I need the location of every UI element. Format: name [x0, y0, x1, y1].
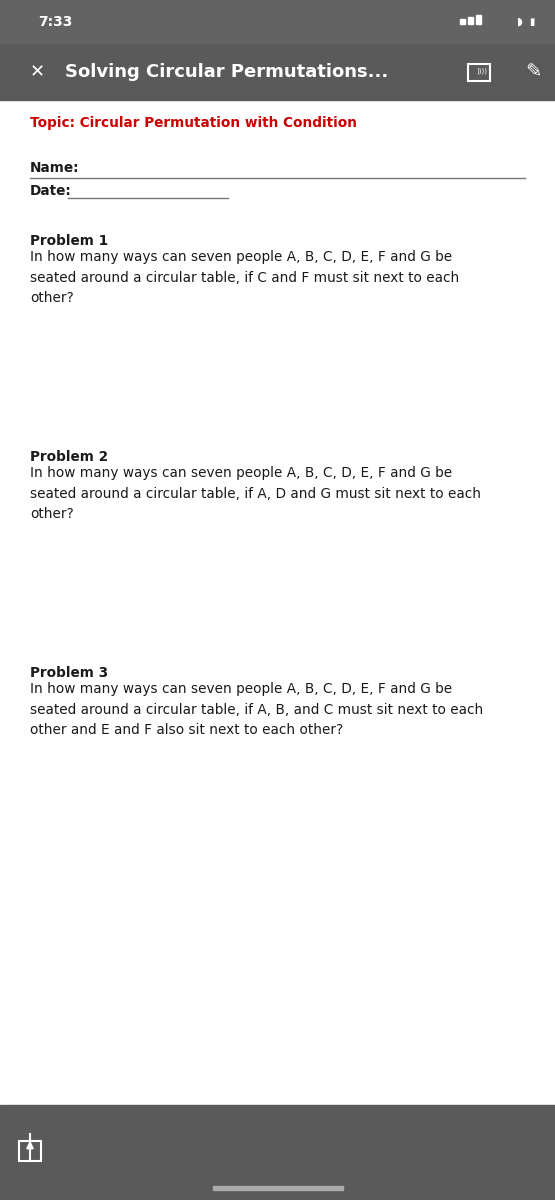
Bar — [468, 17, 473, 24]
Text: In how many ways can seven people A, B, C, D, E, F and G be
seated around a circ: In how many ways can seven people A, B, … — [30, 250, 459, 305]
Text: ◗: ◗ — [517, 17, 523, 26]
Bar — [460, 19, 465, 24]
Text: Topic: Circular Permutation with Condition: Topic: Circular Permutation with Conditi… — [30, 116, 357, 130]
Text: Problem 2: Problem 2 — [30, 450, 108, 464]
Bar — [0, 100, 555, 1105]
Text: In how many ways can seven people A, B, C, D, E, F and G be
seated around a circ: In how many ways can seven people A, B, … — [30, 682, 483, 737]
Text: ✎: ✎ — [525, 62, 541, 82]
Bar — [0, 44, 555, 100]
Bar — [0, 0, 555, 44]
Text: 7:33: 7:33 — [38, 14, 72, 29]
Text: Solving Circular Permutations...: Solving Circular Permutations... — [65, 62, 388, 80]
Text: Date:: Date: — [30, 184, 72, 198]
Bar — [0, 1105, 555, 1200]
Text: Problem 3: Problem 3 — [30, 666, 108, 680]
Text: Problem 1: Problem 1 — [30, 234, 108, 248]
Text: ✕: ✕ — [30, 62, 45, 80]
Bar — [213, 1186, 342, 1190]
Text: ▮: ▮ — [529, 17, 535, 26]
Bar — [476, 14, 481, 24]
Text: Name:: Name: — [30, 161, 79, 175]
Text: In how many ways can seven people A, B, C, D, E, F and G be
seated around a circ: In how many ways can seven people A, B, … — [30, 466, 481, 521]
Text: )))): )))) — [477, 67, 487, 74]
